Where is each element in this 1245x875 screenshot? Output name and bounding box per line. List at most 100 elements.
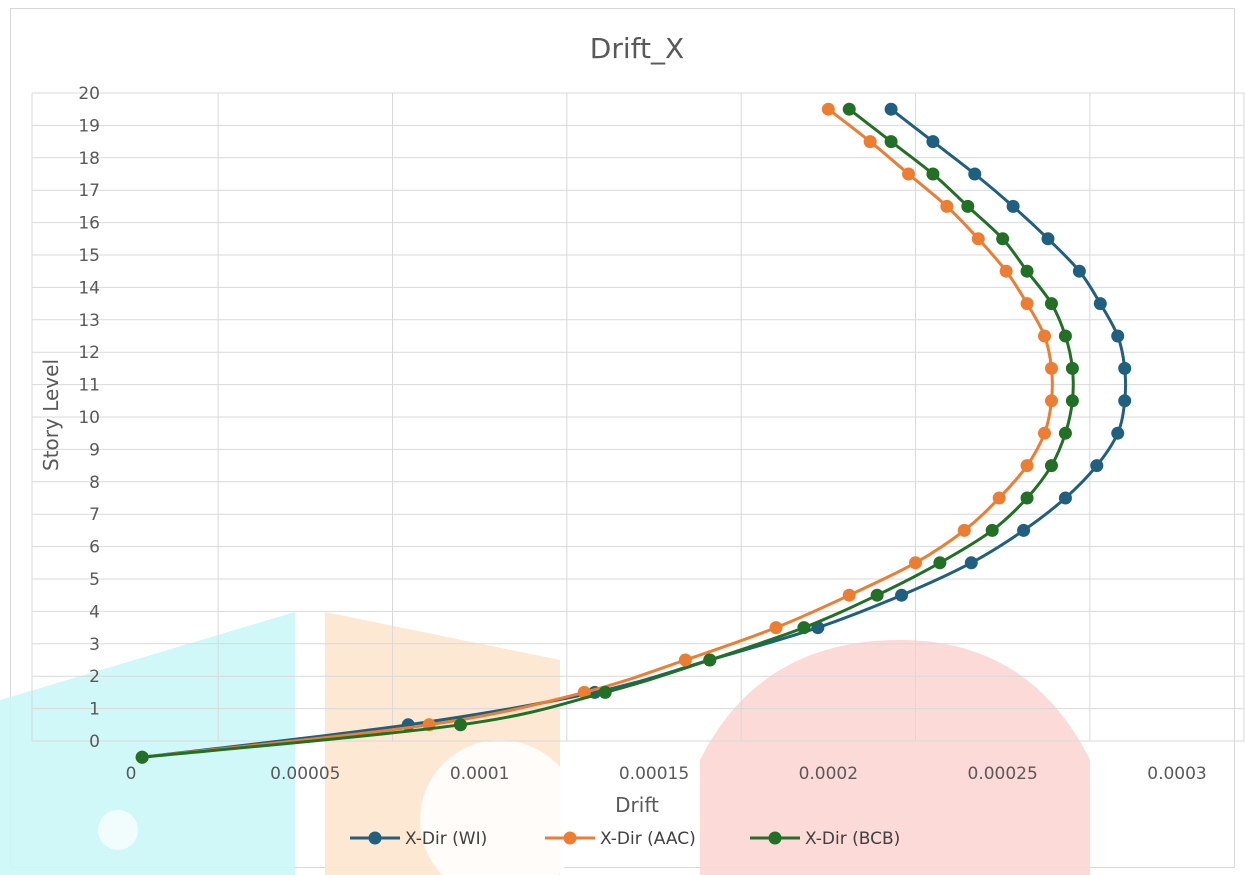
data-point [1065,394,1079,408]
chart-frame [10,8,1235,868]
data-point [971,232,985,246]
data-point [1020,297,1034,311]
legend-item: X-Dir (AAC) [545,829,696,849]
data-point [842,102,856,116]
legend: X-Dir (WI) X-Dir (AAC) X-Dir (BCB) [350,829,900,849]
y-tick-label: 7 [89,505,100,525]
data-point [1041,232,1055,246]
data-point [926,167,940,181]
data-point [1020,459,1034,473]
data-point [678,653,692,667]
data-point [1044,394,1058,408]
legend-item: X-Dir (BCB) [750,829,900,849]
data-point [135,750,149,764]
y-tick-label: 10 [78,408,100,428]
data-point [957,523,971,537]
y-tick-label: 17 [78,181,100,201]
data-point [1090,459,1104,473]
data-point [902,167,916,181]
data-point [1058,329,1072,343]
y-tick-label: 8 [89,473,100,493]
legend-item: X-Dir (WI) [350,829,487,849]
data-point [703,653,717,667]
data-point [1072,264,1086,278]
data-point [968,167,982,181]
legend-swatch-marker [368,831,382,845]
x-tick-label: 0.00025 [968,764,1038,784]
y-tick-label: 2 [89,667,100,687]
y-tick-label: 0 [89,732,100,752]
legend-label: X-Dir (WI) [405,829,487,849]
watermark-cyan-shape [0,612,295,875]
data-point [1093,297,1107,311]
data-point [1044,361,1058,375]
data-point [863,135,877,149]
y-axis-label: Story Level [39,359,63,471]
data-point [1044,297,1058,311]
data-point [992,491,1006,505]
x-axis-label: Drift [615,793,659,817]
data-point [884,135,898,149]
data-point [933,556,947,570]
data-point [453,718,467,732]
data-point [985,523,999,537]
grid [31,92,1245,742]
data-point [598,685,612,699]
data-point [1006,199,1020,213]
y-tick-label: 5 [89,570,100,590]
data-point [1058,491,1072,505]
y-tick-label: 20 [78,84,100,104]
data-point [1111,329,1125,343]
x-tick-label: 0.00005 [270,764,340,784]
legend-swatch-marker [563,831,577,845]
data-point [1065,361,1079,375]
chart-title: Drift_X [590,32,684,65]
series-line [141,108,1128,759]
data-point [909,556,922,570]
y-tick-label: 19 [78,116,100,136]
series-line [142,108,1075,759]
data-point [577,685,591,699]
x-tick-label: 0.0001 [450,764,509,784]
data-point [940,199,954,213]
data-point [884,102,898,116]
data-point [996,232,1010,246]
y-tick-label: 14 [78,278,100,298]
x-tick-label: 0.0002 [799,764,858,784]
y-tick-label: 18 [78,149,100,169]
y-tick-label: 12 [78,343,100,363]
x-tick-label: 0 [126,764,137,784]
data-point [769,621,783,635]
y-tick-label: 6 [89,538,100,558]
x-tick-label: 0.00015 [619,764,689,784]
data-point [1020,491,1034,505]
y-tick-label: 11 [78,376,100,396]
data-point [999,264,1013,278]
y-tick-label: 15 [78,246,100,266]
watermark-white-circle [420,740,580,875]
data-point [797,621,811,635]
data-point [1118,394,1132,408]
series [135,102,1132,764]
y-tick-label: 4 [89,602,100,622]
legend-label: X-Dir (BCB) [805,829,900,849]
y-tick-label: 1 [89,700,100,720]
y-tick-label: 13 [78,311,100,331]
series-x-dir-wi- [135,102,1132,764]
data-point [1020,264,1034,278]
data-point [926,135,940,149]
data-point [1058,426,1072,440]
x-tick-label: 0.0003 [1147,764,1206,784]
data-point [842,588,856,602]
y-tick-label: 9 [89,440,100,460]
data-point [1118,361,1132,375]
x-axis-ticks: 0 0.00005 0.0001 0.00015 0.0002 0.00025 0.0003 [126,764,1207,784]
data-point [870,588,884,602]
series-x-dir-bcb- [135,102,1079,764]
y-tick-label: 16 [78,214,100,234]
data-point [964,556,978,570]
watermark-cyan-dot [98,810,138,850]
